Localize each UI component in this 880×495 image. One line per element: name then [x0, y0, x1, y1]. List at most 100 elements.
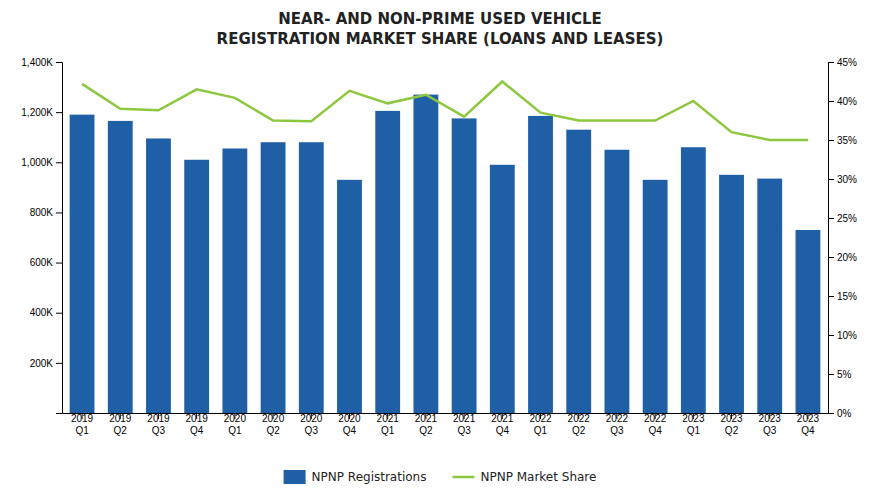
- legend-item: NPNP Market Share: [452, 470, 596, 484]
- tick-label-line: Q3: [152, 425, 166, 436]
- tick-label-line: 2023: [682, 413, 705, 424]
- y2-axis: 0%5%10%15%20%25%30%35%40%45%: [828, 57, 857, 419]
- bar: [337, 180, 362, 413]
- tick-label: 600K: [30, 257, 54, 268]
- bar: [146, 138, 171, 413]
- tick: 2023Q3: [759, 413, 782, 436]
- tick-label: 10%: [837, 330, 857, 341]
- tick: 30%: [828, 174, 857, 185]
- bar: [528, 116, 553, 413]
- tick-mark: [828, 335, 834, 336]
- tick-mark: [828, 101, 834, 102]
- tick-label: 2019Q1: [71, 413, 94, 436]
- bar: [299, 142, 324, 413]
- bar: [413, 95, 438, 413]
- tick: 2021Q2: [415, 413, 438, 436]
- marks: [70, 82, 821, 414]
- line: [82, 82, 808, 141]
- tick: 2022Q2: [568, 413, 591, 436]
- tick-label: 35%: [837, 135, 857, 146]
- tick-label: 2019Q2: [109, 413, 132, 436]
- tick-label-line: 2020: [338, 413, 361, 424]
- chart: NEAR- AND NON-PRIME USED VEHICLEREGISTRA…: [0, 0, 880, 495]
- tick: 2020Q3: [300, 413, 323, 436]
- legend-label: NPNP Registrations: [312, 470, 427, 484]
- bar: [261, 142, 286, 413]
- y-axis: 200K400K600K800K1,000K1,200K1,400K: [21, 57, 62, 414]
- tick-mark: [828, 218, 834, 219]
- tick-label: 5%: [837, 369, 852, 380]
- bar: [796, 230, 821, 413]
- tick-label: 20%: [837, 252, 857, 263]
- tick-label: 2020Q3: [300, 413, 323, 436]
- tick: 40%: [828, 96, 857, 107]
- tick: 2019Q1: [71, 413, 94, 436]
- tick-label-line: Q2: [572, 425, 586, 436]
- tick-label: 800K: [30, 207, 54, 218]
- tick-label-line: Q1: [75, 425, 89, 436]
- tick-mark: [828, 257, 834, 258]
- tick-mark: [56, 62, 62, 63]
- title-line: NEAR- AND NON-PRIME USED VEHICLE: [278, 10, 602, 28]
- tick-label-line: 2022: [568, 413, 591, 424]
- axis-line: [56, 63, 63, 414]
- tick: 25%: [828, 213, 857, 224]
- tick-mark: [56, 313, 62, 314]
- tick-mark: [828, 374, 834, 375]
- tick: 2023Q1: [682, 413, 705, 436]
- bar: [605, 150, 630, 413]
- tick: 2019Q2: [109, 413, 132, 436]
- tick-label-line: 2022: [529, 413, 552, 424]
- tick-label: 200K: [30, 358, 54, 369]
- bar-series: [70, 95, 821, 413]
- tick: 800K: [30, 207, 62, 218]
- bar: [184, 160, 209, 413]
- tick-label: 40%: [837, 96, 857, 107]
- tick: 2020Q1: [224, 413, 247, 436]
- tick: 2021Q1: [377, 413, 400, 436]
- tick-label: 2023Q2: [720, 413, 743, 436]
- tick-label: 2023Q1: [682, 413, 705, 436]
- tick-mark: [56, 212, 62, 213]
- tick: 2021Q4: [491, 413, 514, 436]
- tick-label: 2022Q1: [529, 413, 552, 436]
- tick-label-line: Q3: [305, 425, 319, 436]
- legend-swatch: [452, 476, 474, 479]
- tick-label: 2020Q2: [262, 413, 285, 436]
- tick: 1,000K: [21, 157, 62, 168]
- bar: [452, 118, 477, 413]
- tick-label: 30%: [837, 174, 857, 185]
- tick: 10%: [828, 330, 857, 341]
- bar: [375, 111, 400, 413]
- tick-label-line: Q2: [725, 425, 739, 436]
- tick-label-line: 2019: [186, 413, 209, 424]
- tick-label: 2022Q4: [644, 413, 667, 436]
- tick-label: 45%: [837, 57, 857, 68]
- tick-label-line: 2022: [606, 413, 629, 424]
- tick-label-line: 2023: [797, 413, 820, 424]
- tick-mark: [828, 140, 834, 141]
- tick-label-line: Q1: [228, 425, 242, 436]
- tick-label: 2020Q4: [338, 413, 361, 436]
- tick: 20%: [828, 252, 857, 263]
- tick-label-line: 2020: [262, 413, 285, 424]
- tick-label-line: Q3: [763, 425, 777, 436]
- tick-label: 2021Q3: [453, 413, 476, 436]
- tick-label: 25%: [837, 213, 857, 224]
- tick: 2022Q1: [529, 413, 552, 436]
- tick-label: 2021Q1: [377, 413, 400, 436]
- tick: 2023Q4: [797, 413, 820, 436]
- bar: [108, 121, 133, 413]
- tick: 2020Q2: [262, 413, 285, 436]
- bar: [566, 130, 591, 413]
- tick-mark: [56, 363, 62, 364]
- legend: NPNP Registrations NPNP Market Share: [284, 470, 597, 484]
- tick-label-line: Q1: [534, 425, 548, 436]
- tick-label-line: Q2: [266, 425, 280, 436]
- tick-label-line: Q4: [343, 425, 357, 436]
- tick-mark: [56, 162, 62, 163]
- tick-label-line: 2023: [720, 413, 743, 424]
- tick-label-line: 2021: [415, 413, 438, 424]
- title: NEAR- AND NON-PRIME USED VEHICLEREGISTRA…: [217, 10, 664, 48]
- tick-mark: [56, 263, 62, 264]
